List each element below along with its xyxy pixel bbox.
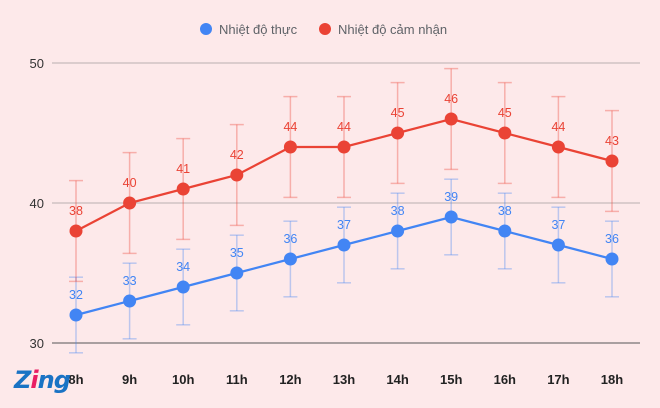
data-label: 36 xyxy=(283,232,297,246)
data-label: 33 xyxy=(123,274,137,288)
data-point xyxy=(391,126,405,140)
data-label: 43 xyxy=(605,134,619,148)
data-point xyxy=(391,224,405,238)
data-point xyxy=(551,140,565,154)
x-tick-label: 10h xyxy=(172,372,194,387)
legend-label-1: Nhiệt độ cảm nhận xyxy=(338,22,447,37)
data-label: 34 xyxy=(176,260,190,274)
data-point xyxy=(337,140,351,154)
data-label: 45 xyxy=(498,106,512,120)
data-point xyxy=(283,140,297,154)
y-axis: 30 40 50 xyxy=(30,56,44,351)
data-label: 41 xyxy=(176,162,190,176)
data-point xyxy=(283,252,297,266)
legend: Nhiệt độ thực Nhiệt độ cảm nhận xyxy=(200,22,447,37)
data-label: 44 xyxy=(283,120,297,134)
data-label: 32 xyxy=(69,288,83,302)
data-label: 39 xyxy=(444,190,458,204)
data-label: 37 xyxy=(551,218,565,232)
x-tick-label: 12h xyxy=(279,372,301,387)
data-point xyxy=(444,210,458,224)
y-tick-label: 30 xyxy=(30,336,44,351)
data-label: 38 xyxy=(498,204,512,218)
data-point xyxy=(123,294,137,308)
data-point xyxy=(444,112,458,126)
x-tick-label: 16h xyxy=(494,372,516,387)
data-label: 37 xyxy=(337,218,351,232)
x-tick-label: 9h xyxy=(122,372,137,387)
data-label: 44 xyxy=(551,120,565,134)
legend-label-0: Nhiệt độ thực xyxy=(219,22,298,37)
data-point xyxy=(230,168,244,182)
data-point xyxy=(123,196,137,210)
grid xyxy=(52,62,640,344)
zing-logo: Zing xyxy=(14,366,71,394)
data-point xyxy=(69,308,83,322)
data-label: 38 xyxy=(391,204,405,218)
x-tick-label: 18h xyxy=(601,372,623,387)
data-point xyxy=(498,126,512,140)
x-tick-label: 11h xyxy=(226,372,248,387)
data-label: 45 xyxy=(391,106,405,120)
data-point xyxy=(337,238,351,252)
data-point xyxy=(176,182,190,196)
x-axis: 8h 9h 10h 11h 12h 13h 14h 15h 16h 17h 18h xyxy=(68,372,623,387)
y-tick-label: 50 xyxy=(30,56,44,71)
x-tick-label: 8h xyxy=(68,372,83,387)
y-tick-label: 40 xyxy=(30,196,44,211)
data-points xyxy=(69,112,619,322)
data-point xyxy=(230,266,244,280)
x-tick-label: 14h xyxy=(386,372,408,387)
data-label: 36 xyxy=(605,232,619,246)
x-tick-label: 13h xyxy=(333,372,355,387)
data-point xyxy=(605,154,619,168)
error-bars xyxy=(69,67,619,354)
data-label: 46 xyxy=(444,92,458,106)
data-label: 42 xyxy=(230,148,244,162)
data-point xyxy=(69,224,83,238)
data-label: 40 xyxy=(123,176,137,190)
data-point xyxy=(498,224,512,238)
data-label: 38 xyxy=(69,204,83,218)
data-point xyxy=(176,280,190,294)
data-point xyxy=(605,252,619,266)
data-labels: 32 33 34 35 36 37 38 39 38 37 36 38 40 41 42 44 44 45 46 45… xyxy=(69,92,619,302)
data-label: 35 xyxy=(230,246,244,260)
x-tick-label: 17h xyxy=(547,372,569,387)
legend-marker-0 xyxy=(200,23,212,35)
data-label: 44 xyxy=(337,120,351,134)
x-tick-label: 15h xyxy=(440,372,462,387)
legend-marker-1 xyxy=(319,23,331,35)
data-point xyxy=(551,238,565,252)
